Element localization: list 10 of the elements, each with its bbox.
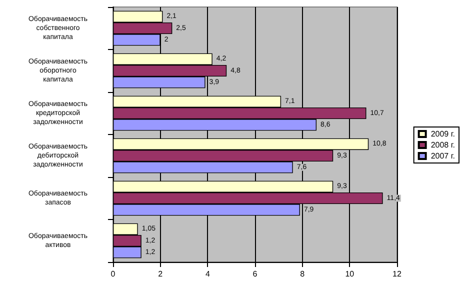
legend-label: 2007 г.: [430, 152, 456, 160]
legend-label: 2008 г.: [430, 140, 456, 150]
x-tick-label: 2: [158, 270, 164, 278]
x-tick-label: 6: [252, 270, 258, 278]
legend-label: 2009 г.: [430, 130, 456, 138]
x-tick-label: 0: [110, 270, 116, 278]
x-tick-label: 12: [392, 270, 402, 278]
x-tick-label: 8: [300, 270, 306, 278]
x-tick-label: 4: [205, 270, 210, 278]
x-tick-label: 10: [345, 270, 355, 278]
